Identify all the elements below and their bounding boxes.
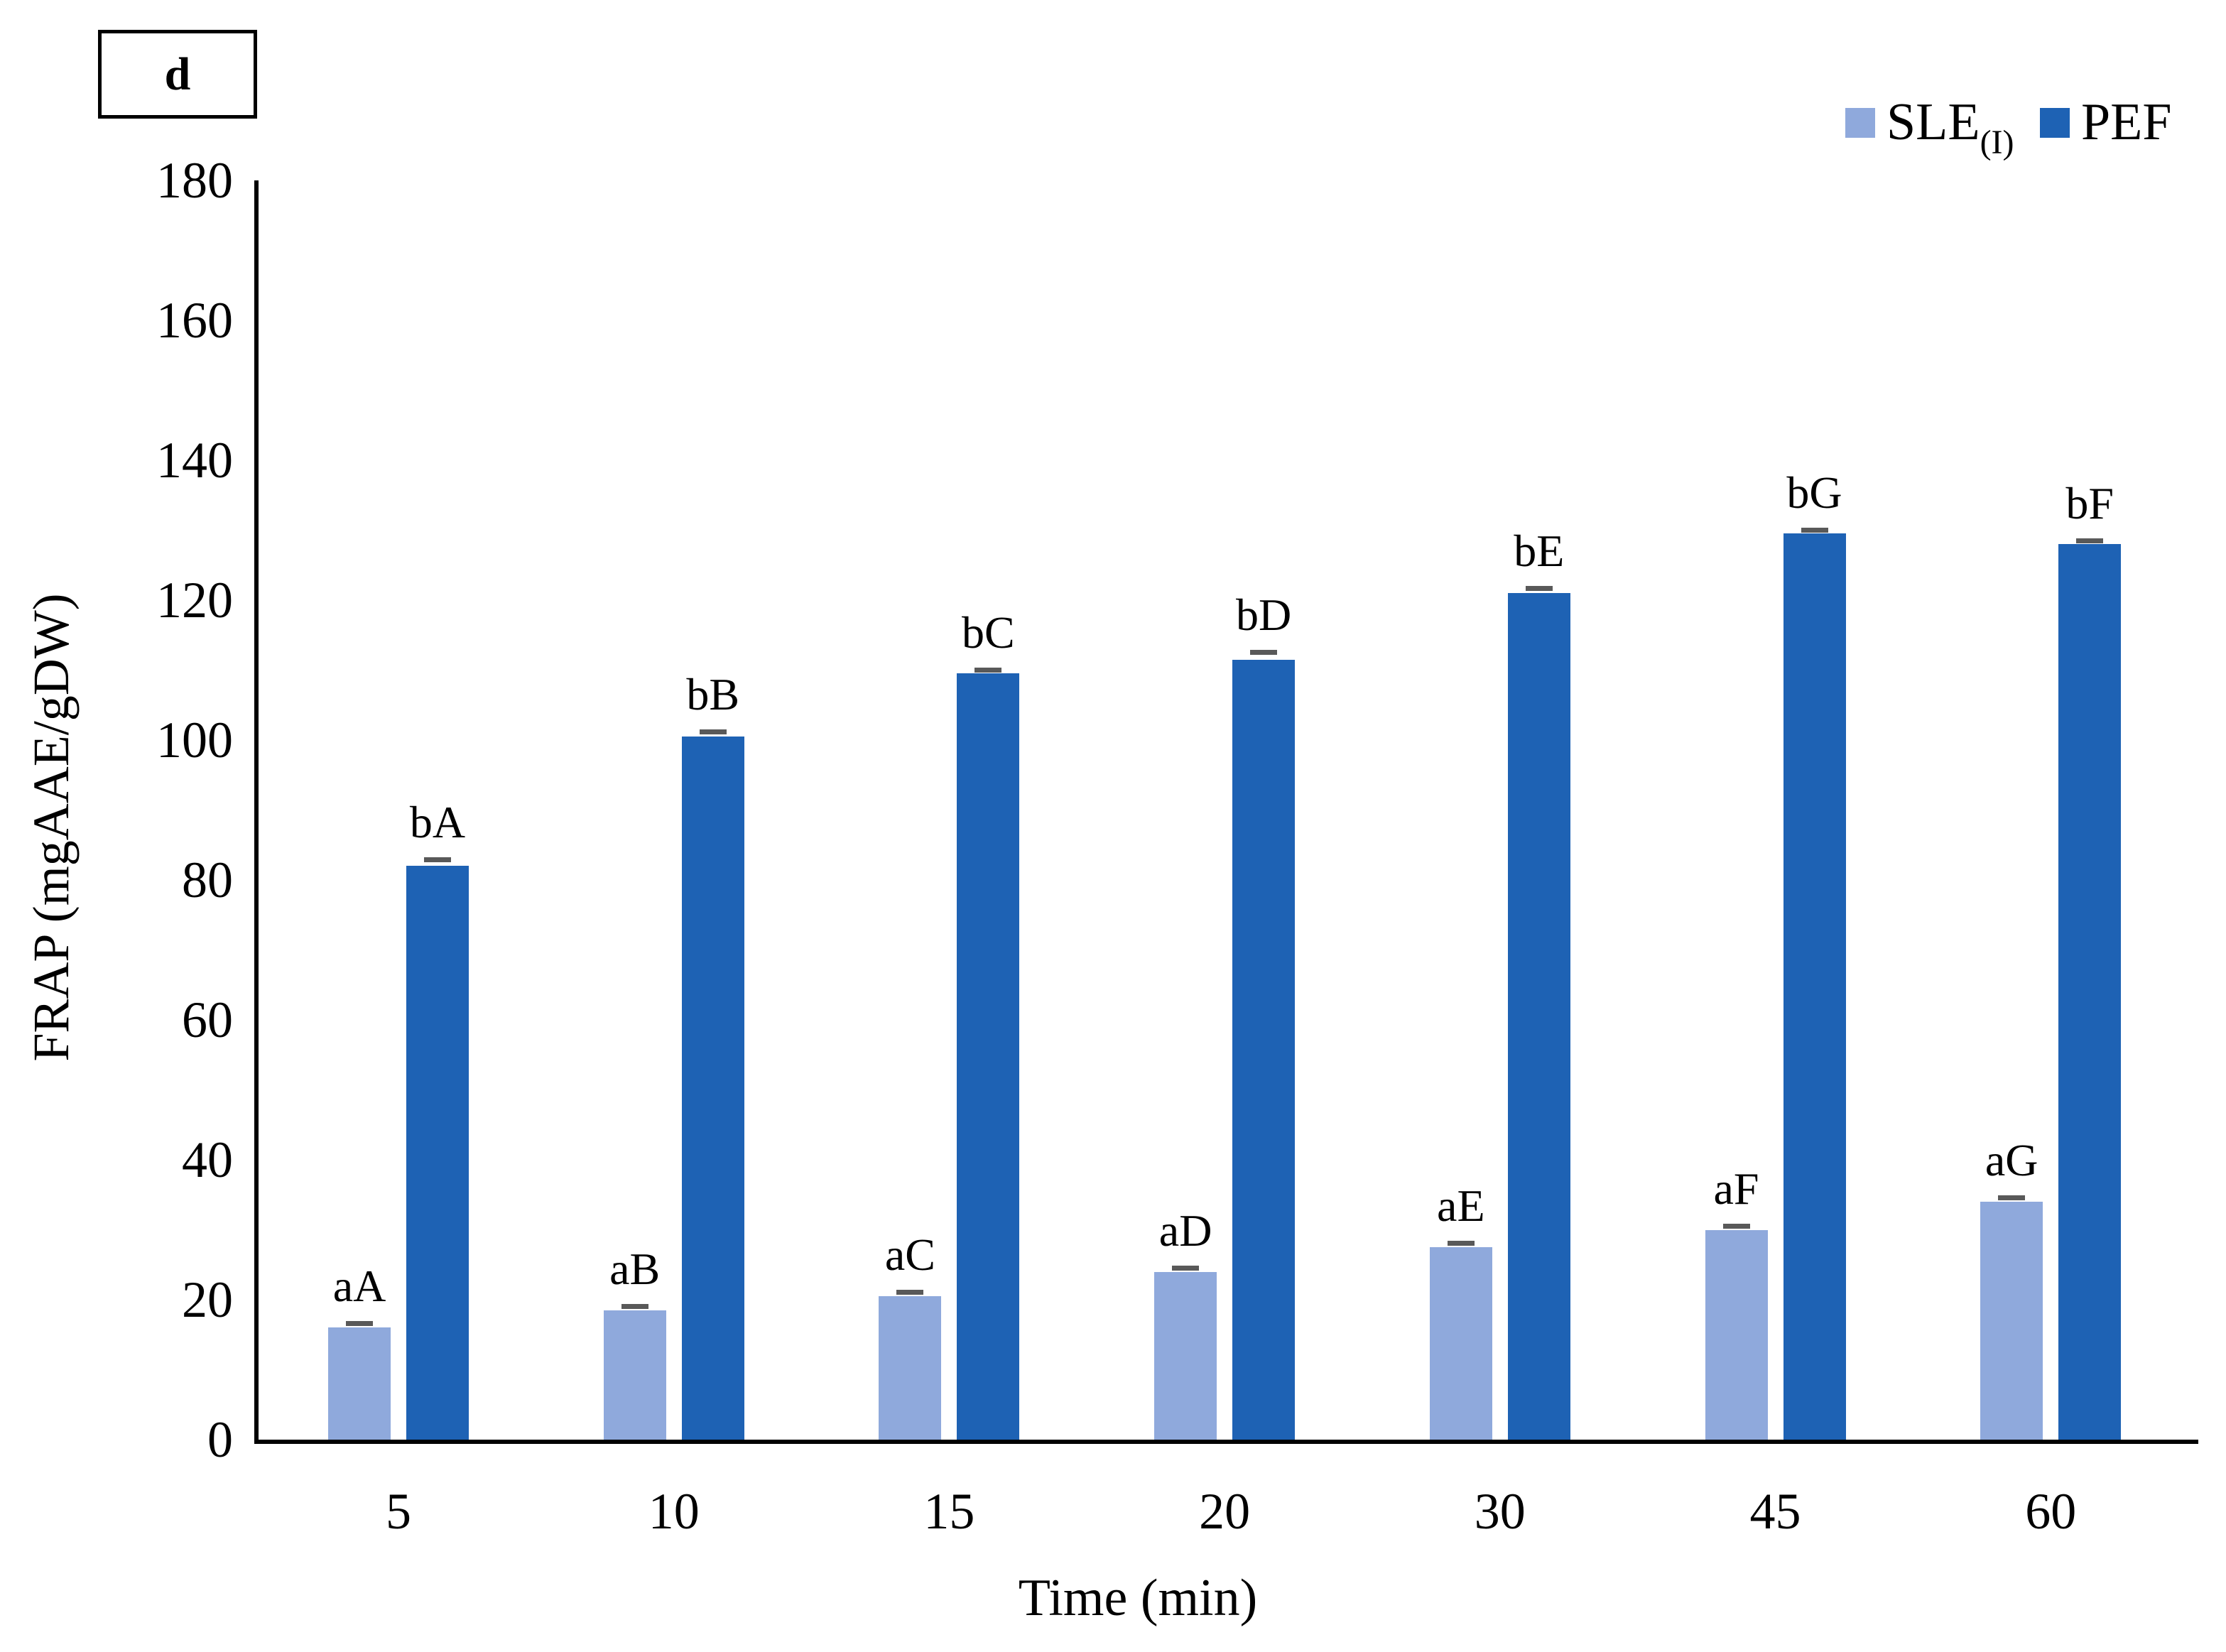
error-cap-aG [1998,1195,2026,1201]
bar-label-aD: aD [1158,1205,1212,1256]
bar-pef-30 [1507,593,1570,1440]
legend-label-sle: SLE(I) [1886,93,2014,161]
error-cap-bE [1525,586,1553,592]
x-tick-label-15: 15 [923,1483,975,1540]
bar-label-aG: aG [1985,1135,2038,1186]
y-tick-label-140: 140 [156,432,233,489]
error-cap-bG [1801,527,1828,533]
y-tick-label-80: 80 [182,852,233,908]
y-tick-label-40: 40 [182,1131,233,1188]
error-cap-bF [2076,538,2104,544]
y-tick-label-20: 20 [182,1271,233,1328]
bar-pef-5 [406,866,469,1440]
error-cap-aE [1447,1241,1475,1246]
bar-pef-10 [681,737,744,1440]
bar-label-bD: bD [1235,589,1292,640]
bar-pef-20 [1232,659,1296,1440]
x-tick-label-45: 45 [1749,1483,1801,1540]
bar-pef-60 [2058,544,2122,1440]
y-tick-label-160: 160 [156,292,233,349]
bar-slei-5 [328,1327,391,1440]
bar-slei-45 [1705,1229,1768,1440]
bar-label-aE: aE [1437,1180,1485,1232]
bar-slei-15 [879,1296,942,1440]
bar-label-bE: bE [1514,526,1565,577]
bar-pef-45 [1783,533,1846,1440]
bar-label-aF: aF [1713,1163,1759,1214]
error-cap-aC [896,1290,924,1295]
error-cap-bB [699,729,727,735]
bar-label-bC: bC [962,607,1015,658]
bar-label-bG: bG [1786,467,1842,518]
y-tick-label-0: 0 [207,1411,233,1468]
bar-pef-15 [957,673,1020,1440]
y-tick-label-120: 120 [156,572,233,629]
x-tick-label-20: 20 [1199,1483,1251,1540]
y-tick-label-180: 180 [156,152,233,209]
y-axis-line [254,180,259,1444]
legend-label-pef: PEF [2081,93,2172,151]
x-axis-title: Time (min) [1018,1569,1258,1627]
panel-label-box: d [98,30,257,119]
y-tick-label-100: 100 [156,712,233,768]
bar-slei-30 [1429,1247,1492,1440]
error-cap-bC [974,668,1002,673]
bar-label-aA: aA [332,1261,386,1312]
bar-slei-20 [1154,1271,1217,1440]
bar-label-aC: aC [884,1229,935,1281]
error-cap-aD [1172,1265,1200,1271]
bar-label-bB: bB [686,669,740,720]
error-cap-bA [424,857,451,863]
panel-label: d [164,48,191,100]
bar-label-bF: bF [2065,478,2114,529]
error-cap-aA [346,1321,373,1327]
legend-swatch-sle [1845,108,1875,138]
error-cap-bD [1250,649,1278,655]
x-tick-label-10: 10 [648,1483,700,1540]
x-tick-label-60: 60 [2025,1483,2077,1540]
bar-slei-60 [1980,1202,2043,1440]
x-axis-line [254,1440,2198,1444]
x-tick-label-5: 5 [386,1483,411,1540]
legend-label-sle-subscript: (I) [1980,124,2014,161]
bar-label-aB: aB [609,1243,661,1294]
bar-label-bA: bA [409,797,466,848]
error-cap-aB [621,1303,648,1309]
bar-slei-10 [603,1310,666,1440]
y-tick-label-60: 60 [182,991,233,1048]
error-cap-aF [1722,1223,1750,1229]
x-tick-label-30: 30 [1474,1483,1526,1540]
legend-swatch-pef [2040,108,2070,138]
